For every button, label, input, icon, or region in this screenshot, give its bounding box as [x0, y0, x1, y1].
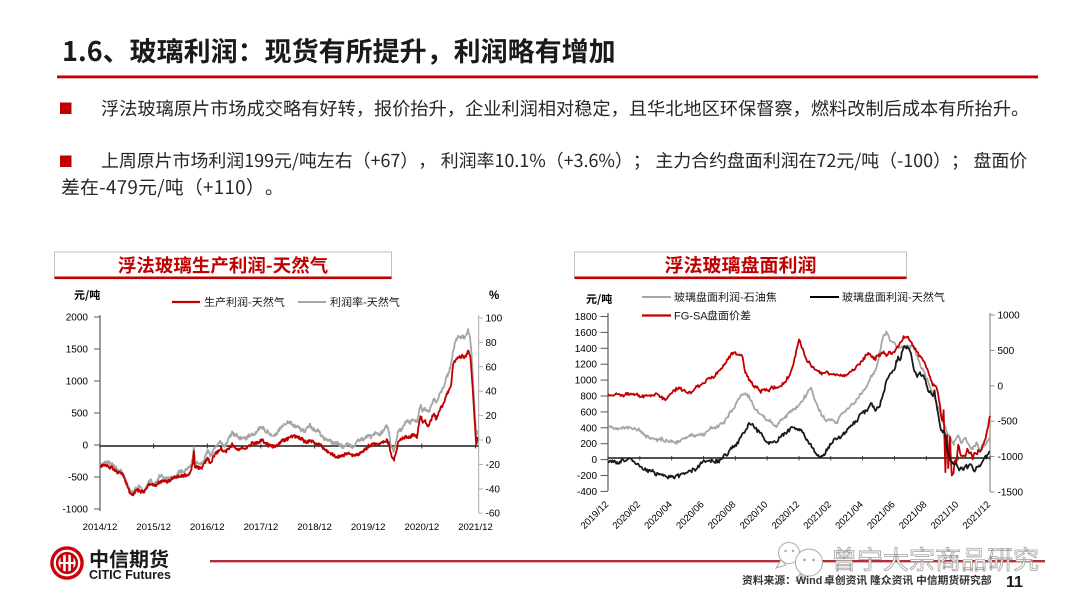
svg-text:80: 80 — [486, 338, 498, 349]
svg-text:600: 600 — [580, 407, 597, 418]
svg-text:500: 500 — [998, 346, 1015, 357]
svg-text:1000: 1000 — [66, 377, 89, 388]
svg-text:1800: 1800 — [575, 312, 598, 323]
svg-text:20: 20 — [486, 411, 498, 422]
svg-text:1600: 1600 — [575, 328, 598, 339]
svg-text:1200: 1200 — [575, 360, 598, 371]
svg-text:FG-SA: FG-SA — [674, 311, 708, 323]
svg-text:-40: -40 — [486, 484, 501, 495]
svg-text:2019/12: 2019/12 — [351, 522, 386, 533]
svg-text:200: 200 — [580, 439, 597, 450]
svg-text:-400: -400 — [577, 487, 597, 498]
svg-text:11: 11 — [1006, 574, 1023, 591]
svg-text:500: 500 — [71, 409, 88, 420]
svg-text:0: 0 — [486, 436, 492, 447]
svg-text:0: 0 — [82, 441, 88, 452]
svg-text:2018/12: 2018/12 — [297, 522, 332, 533]
svg-text:1400: 1400 — [575, 344, 598, 355]
svg-text:-1500: -1500 — [998, 488, 1024, 499]
svg-text:1000: 1000 — [575, 376, 598, 387]
svg-text:CITIC Futures: CITIC Futures — [89, 568, 171, 582]
svg-text:400: 400 — [580, 423, 597, 434]
svg-text:-20: -20 — [486, 460, 501, 471]
svg-text:1500: 1500 — [66, 345, 89, 356]
svg-text:0: 0 — [591, 455, 597, 466]
svg-text:2014/12: 2014/12 — [83, 522, 118, 533]
svg-text:-500: -500 — [68, 473, 88, 484]
svg-text:1000: 1000 — [998, 311, 1021, 322]
svg-text:-1000: -1000 — [62, 505, 88, 516]
svg-text:-1000: -1000 — [998, 452, 1024, 463]
svg-text:800: 800 — [580, 392, 597, 403]
svg-text:2020/12: 2020/12 — [404, 522, 439, 533]
svg-text:2015/12: 2015/12 — [136, 522, 171, 533]
svg-text:2000: 2000 — [66, 313, 89, 324]
svg-text:2016/12: 2016/12 — [190, 522, 225, 533]
svg-text:60: 60 — [486, 362, 498, 373]
svg-text:40: 40 — [486, 387, 498, 398]
svg-text:-500: -500 — [998, 417, 1018, 428]
svg-text:100: 100 — [486, 314, 503, 325]
svg-text:0: 0 — [998, 381, 1004, 392]
svg-text:%: % — [489, 290, 499, 302]
svg-text:2021/12: 2021/12 — [458, 522, 493, 533]
svg-text:-60: -60 — [486, 509, 501, 520]
svg-text:Wind: Wind — [796, 575, 822, 587]
svg-text:-200: -200 — [577, 471, 597, 482]
svg-text:2017/12: 2017/12 — [244, 522, 279, 533]
